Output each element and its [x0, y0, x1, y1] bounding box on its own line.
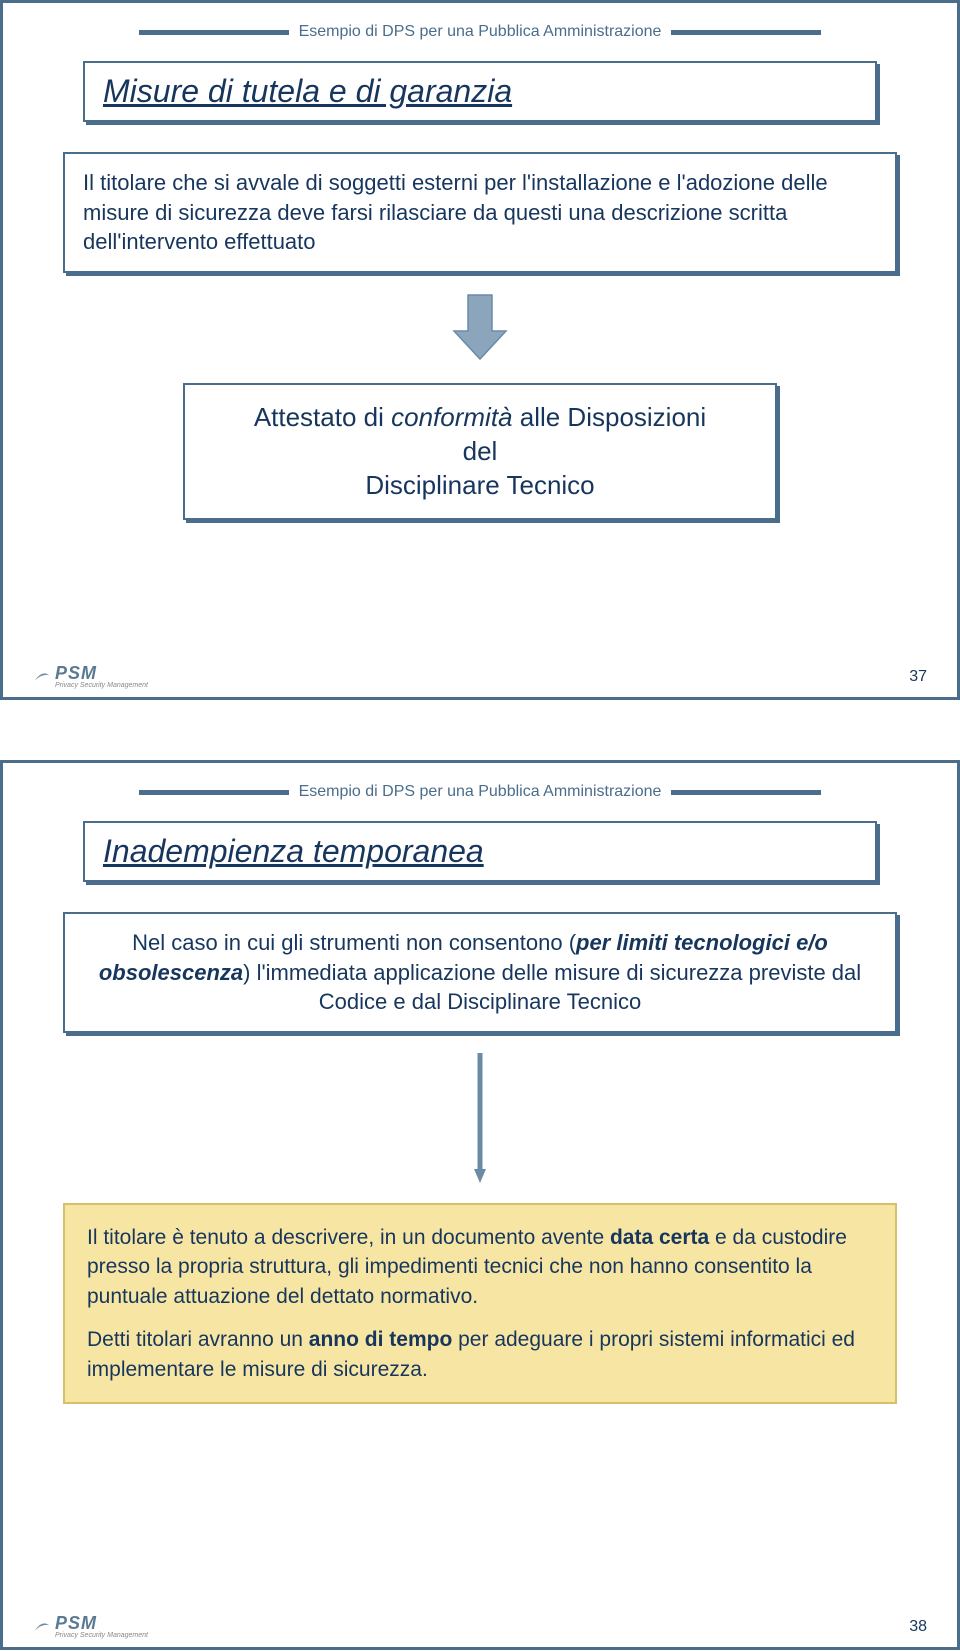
logo-main: PSM — [55, 1614, 148, 1632]
content-pre: Nel caso in cui gli strumenti non consen… — [132, 930, 576, 955]
logo-text: PSM Privacy Security Management — [55, 1614, 148, 1639]
header-bar-right — [671, 30, 821, 35]
attest-line-2: del — [205, 435, 755, 469]
attest-line-1: Attestato di conformità alle Disposizion… — [205, 401, 755, 435]
header-bar-right — [671, 790, 821, 795]
logo: PSM Privacy Security Management — [33, 664, 148, 689]
logo-sub: Privacy Security Management — [55, 1632, 148, 1639]
logo-swoosh-icon — [33, 1618, 51, 1636]
header-text: Esempio di DPS per una Pubblica Amminist… — [299, 23, 662, 41]
yellow-p1-bold: data certa — [610, 1226, 709, 1249]
logo-main: PSM — [55, 664, 148, 682]
page-number: 38 — [909, 1618, 927, 1636]
slide-2: Esempio di DPS per una Pubblica Amminist… — [0, 760, 960, 1650]
attest-line-3: Disciplinare Tecnico — [205, 469, 755, 503]
slide-footer: PSM Privacy Security Management 37 — [33, 664, 927, 689]
attest-em: conformità — [391, 402, 512, 432]
logo-sub: Privacy Security Management — [55, 682, 148, 689]
arrow-line-icon — [474, 1053, 486, 1183]
content-box-2: Nel caso in cui gli strumenti non consen… — [63, 912, 897, 1033]
slide-1: Esempio di DPS per una Pubblica Amminist… — [0, 0, 960, 700]
logo-text: PSM Privacy Security Management — [55, 664, 148, 689]
yellow-p2-pre: Detti titolari avranno un — [87, 1328, 309, 1351]
slide-header: Esempio di DPS per una Pubblica Amminist… — [33, 783, 927, 801]
header-bar-left — [139, 790, 289, 795]
slide-title-box: Inadempienza temporanea — [83, 821, 877, 882]
logo: PSM Privacy Security Management — [33, 1614, 148, 1639]
slide-title-box: Misure di tutela e di garanzia — [83, 61, 877, 122]
yellow-p1-pre: Il titolare è tenuto a descrivere, in un… — [87, 1226, 610, 1249]
slide-footer: PSM Privacy Security Management 38 — [33, 1614, 927, 1639]
content-text: Il titolare che si avvale di soggetti es… — [83, 170, 828, 254]
page-number: 37 — [909, 668, 927, 686]
yellow-p2-bold: anno di tempo — [309, 1328, 453, 1351]
yellow-p1: Il titolare è tenuto a descrivere, in un… — [87, 1223, 873, 1311]
arrow-down-container — [33, 293, 927, 363]
attest-l1-post: alle Disposizioni — [513, 402, 707, 432]
slide-header: Esempio di DPS per una Pubblica Amminist… — [33, 23, 927, 41]
arrow-down-icon — [450, 293, 510, 363]
content-box-1: Il titolare che si avvale di soggetti es… — [63, 152, 897, 273]
header-text: Esempio di DPS per una Pubblica Amminist… — [299, 783, 662, 801]
yellow-p2: Detti titolari avranno un anno di tempo … — [87, 1325, 873, 1384]
header-bar-left — [139, 30, 289, 35]
content-post: ) l'immediata applicazione delle misure … — [243, 960, 861, 1015]
slide-title: Misure di tutela e di garanzia — [103, 73, 857, 110]
slide-title: Inadempienza temporanea — [103, 833, 857, 870]
logo-swoosh-icon — [33, 668, 51, 686]
yellow-notice-box: Il titolare è tenuto a descrivere, in un… — [63, 1203, 897, 1404]
arrow-line-container — [33, 1053, 927, 1183]
attest-l1-pre: Attestato di — [254, 402, 391, 432]
attestation-box: Attestato di conformità alle Disposizion… — [183, 383, 777, 520]
